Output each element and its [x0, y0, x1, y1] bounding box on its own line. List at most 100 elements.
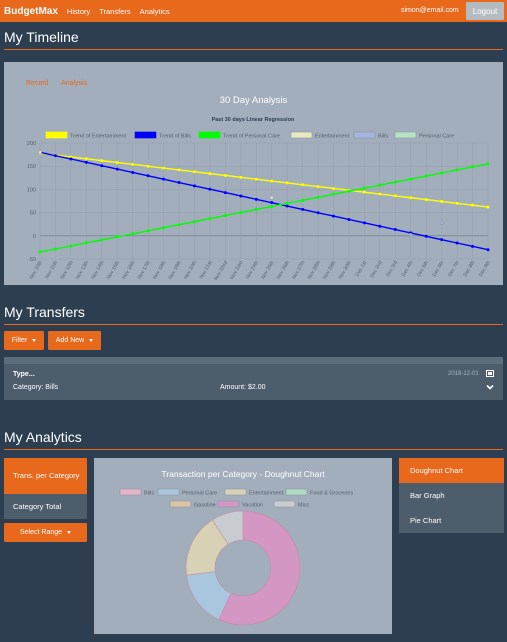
data-point[interactable]: [378, 192, 382, 196]
data-point[interactable]: [440, 171, 444, 175]
nav-link-analytics[interactable]: Analytics: [139, 6, 170, 16]
data-point[interactable]: [162, 177, 166, 181]
data-point[interactable]: [301, 198, 305, 202]
data-point[interactable]: [223, 173, 227, 177]
transfer-item[interactable]: Type... Category: Bills Amount: $2.00 20…: [4, 357, 503, 400]
data-point[interactable]: [177, 168, 181, 172]
data-point[interactable]: [393, 180, 397, 184]
data-point[interactable]: [146, 164, 150, 168]
data-point[interactable]: [424, 234, 428, 238]
tab-record[interactable]: Record: [26, 80, 49, 87]
data-point[interactable]: [223, 191, 227, 195]
doughnut-slice[interactable]: [218, 510, 301, 626]
data-point[interactable]: [316, 195, 320, 199]
data-point[interactable]: [100, 159, 104, 163]
data-point[interactable]: [53, 154, 57, 158]
data-point[interactable]: [393, 194, 397, 198]
data-point[interactable]: [486, 162, 490, 166]
legend-item[interactable]: Trend of Bills: [134, 131, 191, 140]
data-point[interactable]: [239, 194, 243, 198]
data-point[interactable]: [378, 224, 382, 228]
data-point[interactable]: [146, 174, 150, 178]
data-point[interactable]: [362, 221, 366, 225]
logout-button[interactable]: Logout: [466, 2, 504, 20]
data-point[interactable]: [177, 223, 181, 227]
data-point[interactable]: [270, 204, 274, 208]
left-nav-category-total[interactable]: Category Total: [4, 494, 87, 519]
data-point[interactable]: [471, 244, 475, 248]
legend-item[interactable]: Vacation: [217, 500, 263, 509]
data-point[interactable]: [440, 199, 444, 203]
data-point[interactable]: [316, 185, 320, 189]
data-point[interactable]: [455, 201, 459, 205]
data-point[interactable]: [100, 238, 104, 242]
data-point[interactable]: [471, 203, 475, 207]
data-point[interactable]: [455, 241, 459, 245]
legend-item[interactable]: Entertainment: [224, 488, 284, 497]
data-point[interactable]: [408, 233, 413, 237]
data-point[interactable]: [131, 162, 135, 166]
data-point[interactable]: [115, 160, 119, 164]
data-point[interactable]: [424, 198, 428, 202]
data-point[interactable]: [269, 195, 274, 200]
data-point[interactable]: [146, 229, 150, 233]
data-point[interactable]: [69, 244, 73, 248]
right-nav-pie-chart[interactable]: Pie Chart: [399, 508, 504, 533]
data-point[interactable]: [254, 207, 258, 211]
data-point[interactable]: [316, 211, 320, 215]
data-point[interactable]: [38, 150, 42, 155]
data-point[interactable]: [332, 214, 336, 218]
data-point[interactable]: [409, 177, 413, 181]
data-point[interactable]: [192, 184, 196, 188]
data-point[interactable]: [162, 166, 166, 170]
data-point[interactable]: [332, 186, 336, 190]
data-point[interactable]: [69, 157, 73, 161]
data-point[interactable]: [131, 170, 135, 174]
data-point[interactable]: [486, 248, 490, 252]
data-point[interactable]: [192, 170, 196, 174]
doughnut-slice[interactable]: [212, 510, 244, 545]
data-point[interactable]: [424, 174, 428, 178]
data-point[interactable]: [131, 232, 135, 236]
data-point[interactable]: [393, 228, 397, 232]
data-point[interactable]: [239, 211, 243, 215]
data-point[interactable]: [254, 197, 258, 201]
chevron-down-icon[interactable]: [486, 383, 494, 391]
data-point[interactable]: [192, 220, 196, 224]
data-point[interactable]: [115, 235, 119, 239]
legend-item[interactable]: Gasoline: [169, 500, 216, 509]
legend-item[interactable]: Food & Groceries: [285, 488, 353, 497]
data-point[interactable]: [84, 157, 88, 161]
data-point[interactable]: [239, 175, 243, 179]
nav-link-transfers[interactable]: Transfers: [99, 6, 131, 16]
nav-link-history[interactable]: History: [66, 6, 91, 16]
data-point[interactable]: [285, 181, 289, 185]
data-point[interactable]: [301, 183, 305, 187]
filter-button[interactable]: Filter: [4, 331, 44, 350]
data-point[interactable]: [254, 177, 258, 181]
data-point[interactable]: [301, 207, 305, 211]
data-point[interactable]: [378, 183, 382, 187]
legend-item[interactable]: Personal Care: [394, 131, 454, 140]
tab-analysis[interactable]: Analysis: [61, 80, 88, 87]
data-point[interactable]: [69, 155, 73, 159]
data-point[interactable]: [362, 186, 366, 190]
legend-item[interactable]: Personal Care: [157, 488, 217, 497]
data-point[interactable]: [285, 201, 289, 205]
data-point[interactable]: [115, 167, 119, 171]
data-point[interactable]: [162, 226, 166, 230]
data-point[interactable]: [100, 164, 104, 168]
edit-card-icon[interactable]: [486, 370, 494, 377]
data-point[interactable]: [347, 189, 351, 193]
data-point[interactable]: [223, 214, 227, 218]
data-point[interactable]: [455, 168, 459, 172]
data-point[interactable]: [53, 247, 57, 251]
legend-item[interactable]: Entertainment: [290, 131, 350, 140]
data-point[interactable]: [270, 201, 274, 205]
select-range-button[interactable]: Select Range: [4, 523, 87, 542]
data-point[interactable]: [177, 181, 181, 185]
data-point[interactable]: [486, 205, 490, 209]
data-point[interactable]: [332, 192, 336, 196]
data-point[interactable]: [471, 165, 475, 169]
data-point[interactable]: [409, 196, 413, 200]
